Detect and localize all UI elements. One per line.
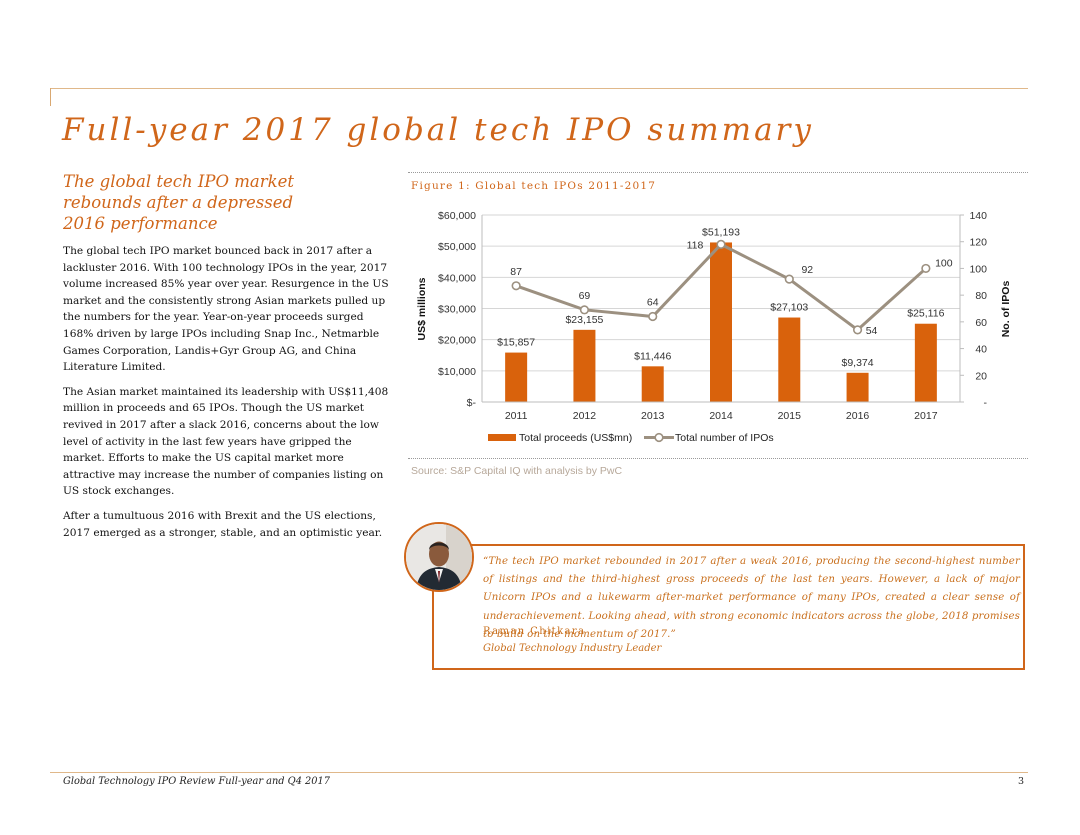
ipo-count-marker (852, 325, 863, 335)
y-tick-label: $20,000 (438, 335, 476, 347)
legend-label-ipos: Total number of IPOs (675, 432, 774, 444)
data-labels: $15,857 $23,155 $11,446 $51,193 $27,103 $9,37… (497, 226, 953, 368)
line-value-label: 87 (510, 266, 522, 278)
quote-role: Global Technology Industry Leader (483, 643, 662, 654)
bar-2015 (778, 317, 801, 402)
y-axis-title: US$ millions (416, 277, 428, 340)
figure-top-divider (408, 172, 1028, 173)
bar-value-label: $9,374 (842, 357, 874, 369)
top-divider (50, 88, 1028, 89)
x-tick-label: 2015 (778, 410, 802, 422)
y-tick-label: $50,000 (438, 241, 476, 253)
footer-text: Global Technology IPO Review Full-year a… (63, 776, 330, 787)
chart-axes: $- $10,000 $20,000 $30,000 $40,000 $50,000 $60… (438, 210, 987, 422)
bar-value-label: $51,193 (702, 226, 740, 238)
y-tick-label: $30,000 (438, 304, 476, 316)
ipo-count-marker (648, 311, 658, 322)
x-tick-label: 2017 (914, 410, 938, 422)
y2-tick-label: 60 (975, 317, 987, 329)
y2-tick-label: 100 (969, 263, 987, 275)
body-paragraph: After a tumultuous 2016 with Brexit and … (63, 509, 383, 539)
y2-tick-label: 40 (975, 344, 987, 356)
quote-box (432, 544, 1025, 670)
line-value-label: 100 (935, 257, 953, 269)
figure-bottom-divider (408, 458, 1028, 459)
bar-value-label: $15,857 (497, 337, 535, 349)
footer-divider (50, 772, 1028, 773)
line-value-label: 92 (801, 264, 813, 276)
x-tick-label: 2016 (846, 410, 870, 422)
ipo-count-marker (511, 281, 521, 291)
quote-text: “The tech IPO market rebounded in 2017 a… (483, 556, 1021, 640)
bar-value-label: $25,116 (907, 308, 944, 320)
body-paragraph: The Asian market maintained its leadersh… (63, 385, 389, 498)
figure-source: Source: S&P Capital IQ with analysis by … (411, 465, 623, 477)
quote-author: Raman Chitkara (483, 626, 586, 637)
ipo-count-marker (716, 239, 726, 249)
section-subtitle: The global tech IPO market rebounds afte… (63, 172, 294, 233)
line-value-label: 54 (866, 325, 878, 337)
page-number: 3 (1018, 776, 1025, 787)
x-tick-label: 2014 (709, 410, 733, 422)
y-tick-label: $40,000 (438, 272, 476, 284)
y2-axis-title: No. of IPOs (1000, 281, 1012, 338)
line-value-label: 64 (647, 297, 659, 309)
body-paragraph: The global tech IPO market bounced back … (63, 245, 389, 374)
bar-2012 (573, 329, 596, 402)
y2-tick-label: 120 (969, 237, 987, 249)
legend-line-marker (654, 432, 664, 443)
ipo-count-marker (784, 274, 794, 284)
ipo-count-marker (579, 305, 590, 315)
x-tick-label: 2012 (573, 410, 597, 422)
body-text: The global tech IPO market bounced back … (63, 243, 393, 549)
y2-tick-label: 80 (975, 290, 987, 302)
x-tick-label: 2011 (505, 410, 528, 422)
bar-value-label: $27,103 (770, 302, 808, 314)
ipo-count-marker (921, 263, 931, 274)
portrait-photo (406, 524, 472, 590)
bar-2013 (641, 366, 664, 402)
page-title: Full-year 2017 global tech IPO summary (62, 112, 814, 148)
line-series (511, 239, 931, 335)
bar-value-label: $23,155 (565, 314, 603, 326)
bar-2011 (505, 352, 528, 402)
y-tick-label: $- (467, 397, 477, 409)
bar-series (505, 242, 937, 402)
y-tick-label: $10,000 (438, 366, 476, 378)
y-tick-label: $60,000 (438, 210, 476, 222)
ipo-chart: $15,857 $23,155 $11,446 $51,193 $27,103 $9,37… (416, 210, 1012, 444)
chart-legend: Total proceeds (US$mn) Total number of I… (488, 432, 774, 444)
bar-2014 (710, 242, 732, 402)
bar-value-label: $11,446 (634, 350, 671, 362)
y2-tick-label: - (984, 397, 988, 409)
top-divider-tick (50, 88, 51, 106)
bar-2017 (914, 323, 937, 402)
line-value-label: 118 (687, 239, 704, 251)
line-value-label: 69 (579, 290, 591, 302)
y2-tick-label: 20 (975, 370, 987, 382)
legend-label-proceeds: Total proceeds (US$mn) (519, 432, 632, 444)
x-tick-label: 2013 (641, 410, 665, 422)
y2-tick-label: 140 (969, 210, 987, 222)
avatar (404, 522, 474, 592)
figure-caption: Figure 1: Global tech IPOs 2011-2017 (411, 180, 657, 192)
bar-2016 (846, 372, 869, 402)
legend-bar-swatch (488, 434, 516, 441)
